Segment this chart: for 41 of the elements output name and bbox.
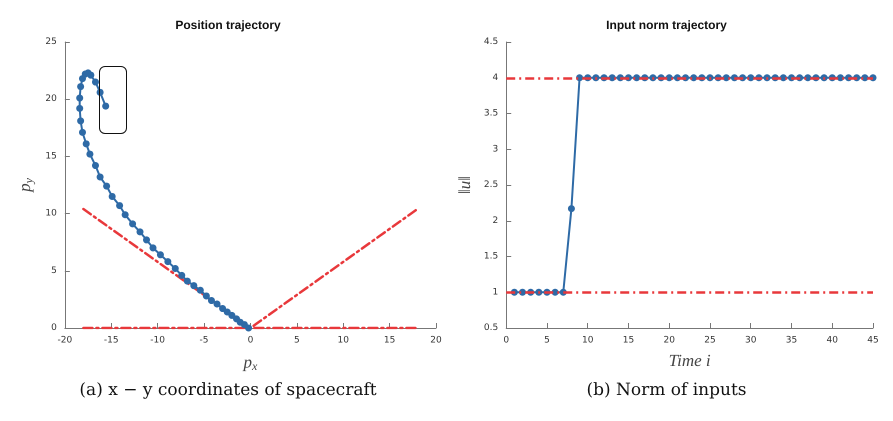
y-tick-label: 0: [51, 323, 58, 333]
y-axis-title: ‖u‖: [455, 176, 474, 194]
y-tick-label: 3.5: [484, 108, 498, 118]
y-tick-label: 10: [45, 208, 58, 219]
chart-title: Input norm trajectory: [606, 18, 728, 32]
text: (a) x − y coordinates of spacecraft: [78, 380, 378, 400]
x-tick-label: -10: [150, 336, 166, 346]
x-axis-title: Time i: [668, 351, 711, 370]
x-tick-label: 15: [622, 336, 634, 346]
y-tick-label: 4: [492, 72, 498, 83]
y-tick-label: 2: [492, 216, 498, 226]
x-tick-label: -20: [58, 336, 72, 346]
x-tick-label: 10: [337, 336, 350, 346]
x-tick-label: -5: [200, 336, 209, 346]
chart-title: Position trajectory: [175, 18, 282, 32]
x-tick-label: -15: [104, 336, 119, 346]
y-tick-label: 20: [45, 94, 58, 104]
x-tick-label: 40: [826, 336, 838, 346]
x-tick-label: 30: [745, 336, 757, 346]
y-tick-label: 4.5: [484, 37, 498, 47]
x-tick-label: 5: [294, 336, 300, 346]
x-tick-label: 20: [430, 336, 442, 346]
x-tick-label: 10: [582, 336, 594, 346]
y-tick-label: 2.5: [484, 180, 498, 190]
y-tick-label: 5: [51, 266, 57, 276]
x-tick-label: 5: [544, 336, 550, 346]
y-tick-label: 15: [45, 151, 57, 162]
y-tick-label: 25: [45, 37, 57, 47]
x-tick-label: 15: [384, 336, 396, 346]
text: (b) Norm of inputs: [585, 380, 748, 400]
y-axis-title: py: [15, 177, 36, 193]
y-tick-label: 1: [492, 287, 498, 298]
x-tick-label: 0: [248, 336, 254, 346]
x-tick-label: 25: [704, 336, 716, 346]
x-tick-label: 45: [867, 336, 879, 346]
x-tick-label: 20: [664, 336, 676, 346]
y-tick-label: 3: [492, 144, 498, 154]
x-tick-label: 0: [503, 336, 510, 346]
y-tick-label: 1.5: [484, 252, 498, 262]
y-tick-label: 0.5: [484, 323, 498, 333]
x-tick-label: 35: [786, 336, 798, 346]
